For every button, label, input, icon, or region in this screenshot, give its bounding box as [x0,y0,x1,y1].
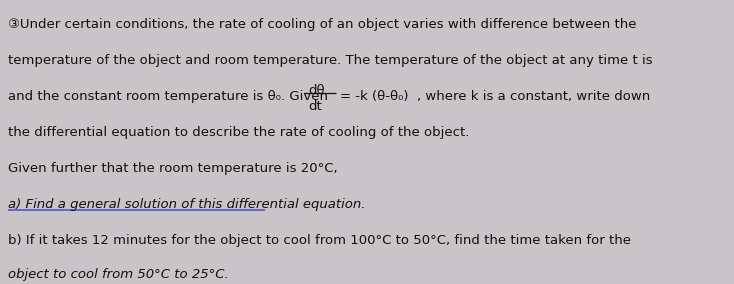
Text: = -k (θ-θ₀)  , where k is a constant, write down: = -k (θ-θ₀) , where k is a constant, wri… [340,90,650,103]
Text: a) Find a general solution of this differential equation.: a) Find a general solution of this diffe… [8,198,366,211]
Text: Given further that the room temperature is 20°C,: Given further that the room temperature … [8,162,338,175]
Text: dθ: dθ [308,84,324,97]
Text: temperature of the object and room temperature. The temperature of the object at: temperature of the object and room tempe… [8,54,653,67]
Text: b) If it takes 12 minutes for the object to cool from 100°C to 50°C, find the ti: b) If it takes 12 minutes for the object… [8,234,631,247]
Text: the differential equation to describe the rate of cooling of the object.: the differential equation to describe th… [8,126,469,139]
Text: dt: dt [308,100,321,113]
Text: ③Under certain conditions, the rate of cooling of an object varies with differen: ③Under certain conditions, the rate of c… [8,18,636,31]
Text: and the constant room temperature is θ₀. Given: and the constant room temperature is θ₀.… [8,90,328,103]
Text: object to cool from 50°C to 25°C.: object to cool from 50°C to 25°C. [8,268,229,281]
